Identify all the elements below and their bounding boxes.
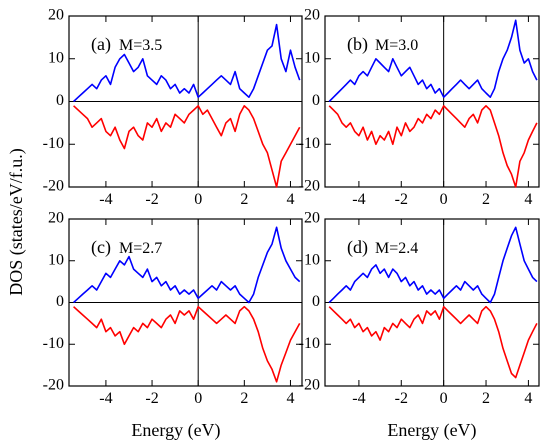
x-tick-label: -2 bbox=[145, 390, 158, 407]
magnetic-moment-annotation: M=2.7 bbox=[119, 240, 162, 257]
x-tick-label: -2 bbox=[145, 191, 158, 208]
y-tick-label: 0 bbox=[312, 293, 320, 310]
dos-spin-down-line bbox=[328, 305, 538, 379]
y-tick-label: 20 bbox=[304, 7, 320, 24]
y-tick-label: 10 bbox=[48, 49, 64, 66]
dos-spin-up-line bbox=[73, 226, 301, 304]
dos-spin-down-line bbox=[73, 105, 301, 188]
y-tick-label: -10 bbox=[43, 335, 64, 352]
magnetic-moment-annotation: M=2.4 bbox=[375, 240, 418, 257]
y-tick-label: -10 bbox=[299, 135, 320, 152]
x-tick-label: 0 bbox=[440, 191, 448, 208]
y-tick-label: -20 bbox=[43, 178, 64, 195]
panel-label: (c) bbox=[91, 237, 111, 258]
x-axis-label-left: Energy (eV) bbox=[131, 420, 220, 441]
x-tick-label: -2 bbox=[395, 390, 408, 407]
magnetic-moment-annotation: M=3.0 bbox=[375, 37, 418, 54]
y-tick-label: 20 bbox=[48, 210, 64, 227]
y-tick-label: 0 bbox=[56, 92, 64, 109]
x-tick-label: 4 bbox=[286, 390, 294, 407]
y-tick-label: 0 bbox=[56, 293, 64, 310]
x-tick-label: 4 bbox=[524, 191, 532, 208]
x-tick-label: 0 bbox=[194, 191, 202, 208]
x-tick-label: 2 bbox=[482, 191, 490, 208]
y-tick-label: 10 bbox=[48, 251, 64, 268]
x-tick-label: -2 bbox=[395, 191, 408, 208]
x-tick-label: 2 bbox=[482, 390, 490, 407]
y-tick-label: -20 bbox=[299, 178, 320, 195]
y-tick-label: -10 bbox=[43, 135, 64, 152]
x-tick-label: -4 bbox=[99, 191, 112, 208]
panel-label: (d) bbox=[347, 237, 368, 258]
x-tick-label: 4 bbox=[286, 191, 294, 208]
y-tick-label: 10 bbox=[304, 49, 320, 66]
dos-spin-down-line bbox=[328, 105, 538, 188]
y-tick-label: 20 bbox=[48, 7, 64, 24]
x-tick-label: -4 bbox=[352, 191, 365, 208]
y-tick-label: 20 bbox=[304, 210, 320, 227]
y-tick-label: -20 bbox=[43, 377, 64, 394]
dos-spin-down-line bbox=[73, 305, 301, 383]
dos-spin-up-line bbox=[328, 226, 538, 304]
x-tick-label: -4 bbox=[352, 390, 365, 407]
y-tick-label: 0 bbox=[312, 92, 320, 109]
panel-label: (a) bbox=[91, 34, 111, 55]
y-axis-label: DOS (states/eV/f.u.) bbox=[6, 148, 27, 295]
x-axis-label-right: Energy (eV) bbox=[387, 420, 476, 441]
y-tick-label: 10 bbox=[304, 251, 320, 268]
x-tick-label: 0 bbox=[194, 390, 202, 407]
x-tick-label: 0 bbox=[440, 390, 448, 407]
dos-spin-up-line bbox=[73, 23, 301, 103]
dos-spin-up-line bbox=[328, 19, 538, 103]
x-tick-label: 2 bbox=[240, 191, 248, 208]
y-tick-label: -10 bbox=[299, 335, 320, 352]
panel-label: (b) bbox=[347, 34, 368, 55]
x-tick-label: 2 bbox=[240, 390, 248, 407]
x-tick-label: 4 bbox=[524, 390, 532, 407]
y-tick-label: -20 bbox=[299, 377, 320, 394]
x-tick-label: -4 bbox=[99, 390, 112, 407]
magnetic-moment-annotation: M=3.5 bbox=[119, 37, 162, 54]
